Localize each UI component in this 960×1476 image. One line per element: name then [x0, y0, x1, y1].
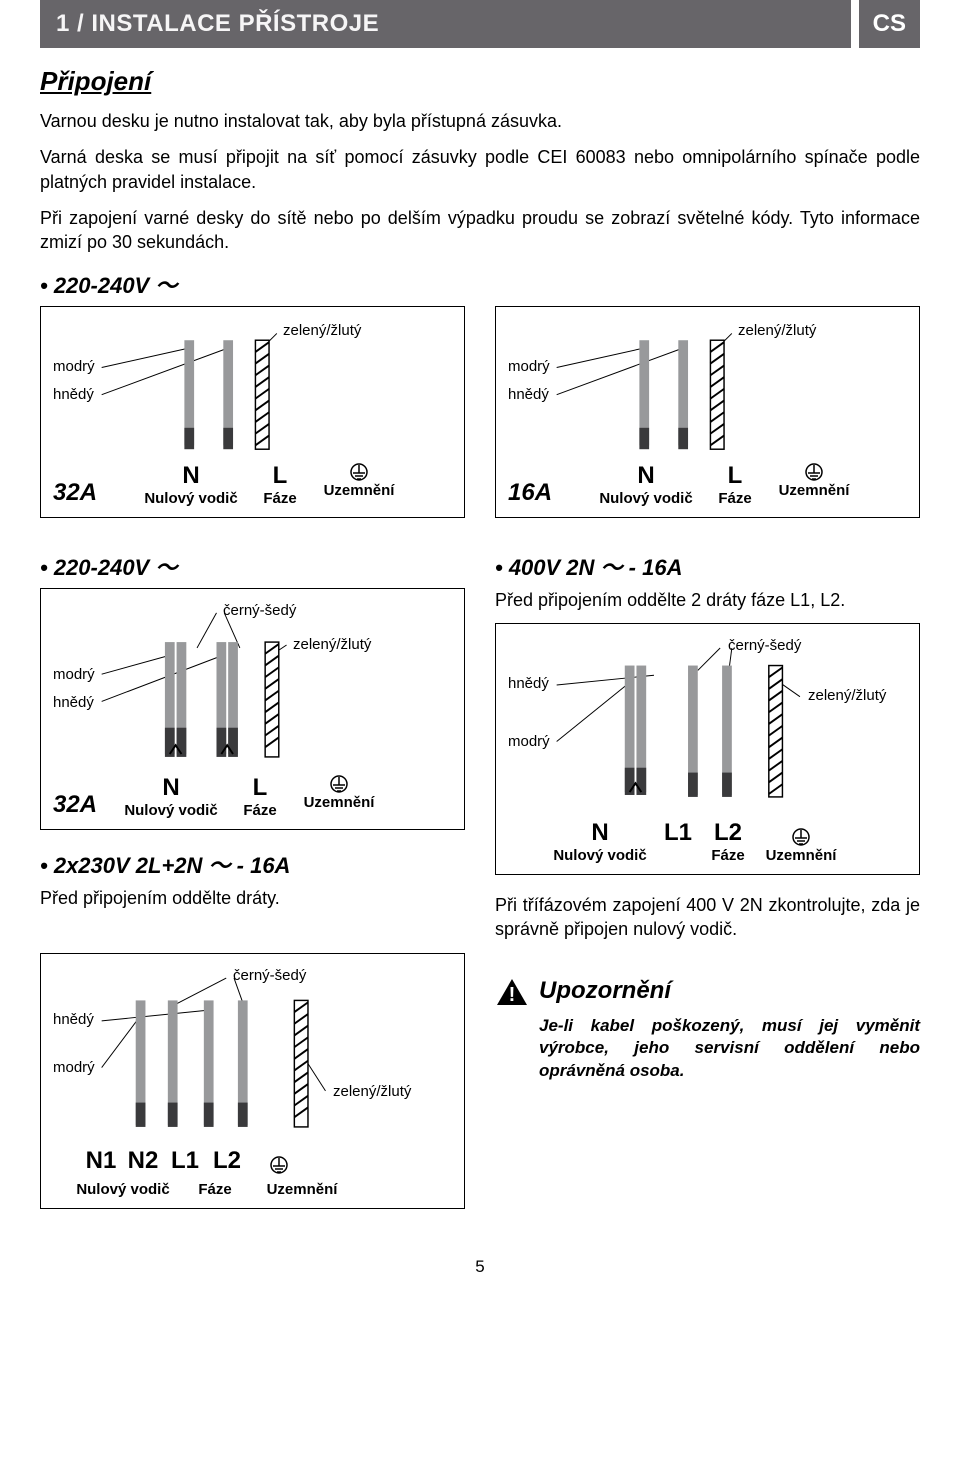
wiring-svg — [53, 599, 452, 764]
wire-label-gy: zelený/žlutý — [738, 323, 816, 338]
term-neutral: Nulový vodič — [596, 490, 696, 507]
term-neutral: Nulový vodič — [73, 1181, 173, 1198]
amp-16: 16A — [508, 479, 566, 507]
earth-icon — [791, 827, 811, 847]
term-neutral: Nulový vodič — [550, 847, 650, 864]
voltage-heading-4: • 2x230V 2L+2N ～ - 16A — [40, 848, 465, 880]
warning-icon: ! — [495, 977, 529, 1007]
earth-icon — [329, 774, 349, 794]
earth-icon — [804, 462, 824, 482]
amp-32: 32A — [53, 791, 107, 819]
wire-label-brown: hnědý — [53, 695, 94, 710]
paragraph-1: Varnou desku je nutno instalovat tak, ab… — [40, 109, 920, 133]
wire-label-bg: černý-šedý — [233, 968, 306, 983]
amp-32: 32A — [53, 479, 111, 507]
wire-label-brown: hnědý — [508, 387, 549, 402]
term-L: L — [710, 462, 760, 490]
wiring-svg — [508, 634, 907, 809]
term-L1: L1 — [656, 819, 700, 847]
header-title: 1 / INSTALACE PŘÍSTROJE — [40, 0, 851, 48]
wire-label-blue: modrý — [53, 1060, 95, 1075]
earth-icon — [349, 462, 369, 482]
term-earth: Uzemnění — [774, 482, 854, 499]
warning-title: Upozornění — [539, 977, 920, 1005]
term-earth: Uzemnění — [257, 1181, 347, 1198]
term-N: N — [121, 774, 221, 802]
wiring-svg — [53, 317, 452, 452]
diagram-2x230v: černý-šedý hnědý modrý zelený/žlutý — [40, 953, 465, 1209]
paragraph-2: Varná deska se musí připojit na síť pomo… — [40, 145, 920, 194]
wire-label-bg: černý-šedý — [728, 638, 801, 653]
earth-icon — [269, 1155, 289, 1175]
split2-note: Před připojením oddělte 2 dráty fáze L1,… — [495, 588, 920, 612]
term-L2: L2 — [207, 1147, 247, 1175]
diagram-400v-2n: černý-šedý zelený/žlutý hnědý modrý — [495, 623, 920, 875]
page-header: 1 / INSTALACE PŘÍSTROJE CS — [40, 0, 920, 48]
term-phase: Fáze — [235, 802, 285, 819]
wire-label-gy: zelený/žlutý — [293, 637, 371, 652]
term-phase: Fáze — [706, 847, 750, 864]
term-phase: Fáze — [255, 490, 305, 507]
term-L2: L2 — [706, 819, 750, 847]
wire-label-gy: zelený/žlutý — [808, 688, 886, 703]
wire-label-blue: modrý — [508, 359, 550, 374]
term-L: L — [235, 774, 285, 802]
term-N2: N2 — [123, 1147, 163, 1175]
wire-label-gy: zelený/žlutý — [333, 1084, 411, 1099]
term-earth: Uzemnění — [319, 482, 399, 499]
warning-body: Je-li kabel poškozený, musí jej vyměnit … — [539, 1015, 920, 1081]
wire-label-blue: modrý — [53, 667, 95, 682]
term-neutral: Nulový vodič — [141, 490, 241, 507]
term-N: N — [550, 819, 650, 847]
voltage-heading-1: • 220-240V ～ — [40, 268, 920, 300]
term-phase: Fáze — [175, 1181, 255, 1198]
diagram-16a-3wire: modrý hnědý zelený/žlutý — [495, 306, 920, 518]
wire-label-brown: hnědý — [53, 387, 94, 402]
wire-label-brown: hnědý — [508, 676, 549, 691]
term-earth: Uzemnění — [756, 847, 846, 864]
paragraph-3: Při zapojení varné desky do sítě nebo po… — [40, 206, 920, 255]
voltage-heading-3: • 400V 2N ～ - 16A — [495, 550, 920, 582]
term-N: N — [596, 462, 696, 490]
voltage-heading-2: • 220-240V ～ — [40, 550, 465, 582]
wiring-svg — [508, 317, 907, 452]
term-phase: Fáze — [710, 490, 760, 507]
wire-label-blue: modrý — [508, 734, 550, 749]
wire-label-blue: modrý — [53, 359, 95, 374]
term-earth: Uzemnění — [299, 794, 379, 811]
term-L1: L1 — [165, 1147, 205, 1175]
split-note: Před připojením oddělte dráty. — [40, 886, 465, 910]
wiring-svg — [53, 964, 452, 1139]
section-title: Připojení — [40, 66, 920, 97]
term-N1: N1 — [81, 1147, 121, 1175]
diagram-32a-5wire: černý-šedý zelený/žlutý modrý hnědý — [40, 588, 465, 830]
term-N: N — [141, 462, 241, 490]
header-lang: CS — [859, 0, 920, 48]
term-L: L — [255, 462, 305, 490]
three-phase-note: Při třífázovém zapojení 400 V 2N zkontro… — [495, 893, 920, 942]
diagram-32a-3wire: modrý hnědý zelený/žlutý — [40, 306, 465, 518]
wire-label-bg: černý-šedý — [223, 603, 296, 618]
page-number: 5 — [0, 1257, 960, 1277]
wire-label-brown: hnědý — [53, 1012, 94, 1027]
warning-box: ! Upozornění — [495, 977, 920, 1007]
wire-label-gy: zelený/žlutý — [283, 323, 361, 338]
svg-text:!: ! — [509, 984, 516, 1006]
term-neutral: Nulový vodič — [121, 802, 221, 819]
